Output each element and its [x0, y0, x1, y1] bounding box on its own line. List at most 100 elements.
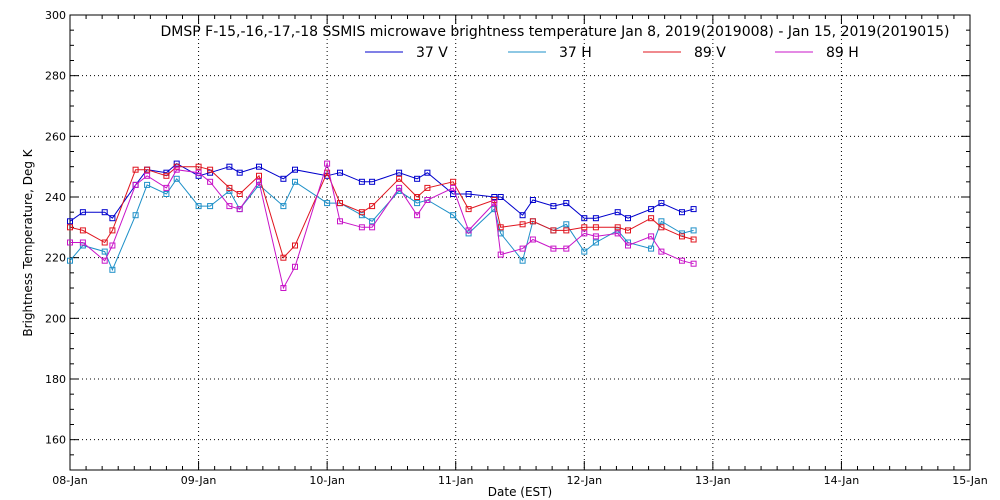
data-point	[497, 194, 504, 200]
x-tick-label: 09-Jan	[181, 474, 217, 487]
data-point	[163, 191, 170, 197]
data-point	[67, 224, 73, 231]
x-tick-label: 11-Jan	[438, 474, 474, 487]
data-point	[207, 166, 214, 173]
data-point	[690, 227, 697, 234]
data-point	[563, 221, 570, 228]
y-tick-label: 300	[45, 9, 66, 22]
data-point	[529, 197, 536, 203]
data-point	[625, 227, 631, 234]
y-tick-label: 240	[45, 191, 66, 204]
plot-background	[70, 15, 970, 470]
data-point	[529, 218, 536, 225]
data-point	[648, 233, 655, 240]
data-point	[109, 266, 116, 273]
data-point	[414, 200, 421, 207]
y-tick-label: 280	[45, 70, 66, 83]
data-point	[592, 215, 599, 222]
chart-title: DMSP F-15,-16,-17,-18 SSMIS microwave br…	[161, 24, 950, 40]
data-point	[337, 200, 343, 207]
data-point	[581, 215, 588, 222]
y-tick-label: 160	[45, 434, 66, 447]
data-point	[144, 166, 151, 173]
data-point	[163, 184, 170, 191]
data-point	[625, 242, 631, 249]
data-point	[592, 233, 599, 240]
x-tick-label: 10-Jan	[309, 474, 345, 487]
x-tick-label: 15-Jan	[952, 474, 988, 487]
series-line	[69, 162, 694, 222]
data-point	[529, 236, 536, 243]
data-point	[369, 224, 376, 231]
data-point	[101, 209, 108, 216]
data-point	[324, 160, 331, 167]
data-point	[163, 172, 170, 179]
data-point	[292, 166, 298, 173]
data-point	[679, 209, 685, 216]
data-point	[369, 203, 376, 210]
data-point	[236, 169, 243, 176]
data-point	[67, 218, 73, 225]
data-point	[292, 263, 298, 270]
data-point	[550, 227, 557, 234]
data-point	[358, 224, 365, 231]
data-point	[173, 160, 180, 167]
data-point	[173, 175, 180, 182]
data-point	[195, 169, 202, 176]
data-point	[563, 200, 570, 207]
data-point	[324, 200, 331, 207]
y-axis-label: Brightness Temperature, Deg K	[21, 148, 35, 336]
data-point	[563, 227, 570, 234]
data-point	[519, 257, 526, 264]
y-tick-label: 180	[45, 373, 66, 386]
data-point	[658, 218, 665, 225]
data-point	[226, 163, 233, 170]
data-point	[109, 242, 116, 249]
y-tick-label: 200	[45, 312, 66, 325]
data-point	[226, 203, 233, 210]
data-point	[369, 218, 376, 225]
data-point	[358, 209, 365, 216]
data-point	[256, 172, 262, 179]
data-point	[292, 178, 298, 185]
series-line	[70, 161, 694, 290]
data-point	[648, 215, 655, 222]
data-point	[648, 206, 655, 213]
data-point	[424, 169, 431, 176]
data-point	[679, 233, 685, 240]
data-point	[563, 245, 570, 252]
x-tick-label: 13-Jan	[695, 474, 731, 487]
data-point	[280, 203, 287, 210]
data-point	[592, 224, 599, 231]
data-point	[79, 209, 86, 216]
data-point	[226, 184, 233, 191]
data-point	[614, 230, 621, 237]
data-point	[101, 248, 108, 255]
data-point	[109, 227, 116, 234]
data-point	[658, 248, 665, 255]
data-point	[690, 260, 697, 267]
legend: 37 V 37 H 89 V 89 H	[365, 45, 859, 61]
data-point	[280, 175, 287, 182]
data-point	[337, 218, 343, 225]
data-point	[79, 227, 86, 234]
data-point	[581, 248, 588, 255]
data-point	[450, 212, 457, 219]
data-point	[690, 206, 697, 213]
data-point	[581, 230, 588, 237]
data-point	[101, 257, 108, 264]
data-point	[519, 245, 526, 252]
data-point	[414, 212, 421, 219]
data-point	[195, 203, 202, 210]
data-point	[414, 175, 421, 182]
data-point	[396, 169, 403, 176]
data-point	[280, 285, 287, 291]
data-point	[690, 236, 697, 243]
data-point	[256, 178, 262, 185]
data-point	[581, 224, 588, 231]
data-point	[465, 206, 472, 213]
data-point	[256, 163, 262, 170]
data-point	[132, 166, 139, 173]
series-layer	[67, 160, 697, 291]
data-point	[337, 169, 343, 176]
